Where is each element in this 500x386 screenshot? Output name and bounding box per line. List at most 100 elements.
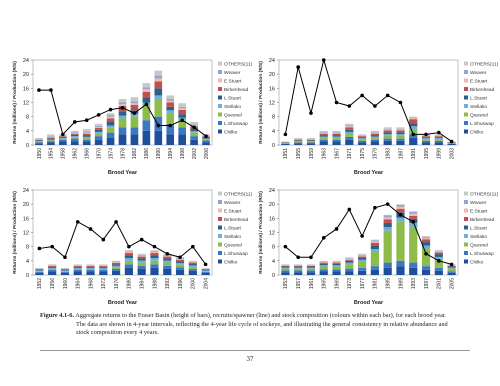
x-tick-label: 1960 <box>63 278 69 289</box>
y-tick-label: 8 <box>272 115 275 121</box>
rs-marker <box>84 118 89 123</box>
rs-marker <box>424 251 428 256</box>
rs-marker <box>180 118 184 123</box>
caption-text: Aggregate returns to the Fraser Basin (h… <box>74 312 447 319</box>
legend-label: Quesnel <box>470 113 488 119</box>
x-tick-label: 1966 <box>85 148 91 159</box>
bar-segment <box>370 240 379 242</box>
bar-segment <box>142 120 151 131</box>
legend-swatch <box>464 95 468 100</box>
y-tick-label: 12 <box>23 231 29 237</box>
bar-segment <box>434 252 443 255</box>
bar-segment <box>332 265 341 267</box>
rs-marker <box>309 111 313 115</box>
bar-segment <box>306 268 316 271</box>
bar-segment <box>383 217 392 220</box>
y-tick-label: 8 <box>272 245 275 251</box>
bar-segment <box>409 118 418 120</box>
caption-line: Figure 4.1-6. Aggregate returns to the F… <box>40 312 470 321</box>
rs-marker <box>108 107 113 112</box>
bar-segment <box>345 259 354 261</box>
rs-marker <box>61 132 65 137</box>
bar-segment <box>190 136 198 140</box>
bar-segment <box>434 254 443 257</box>
rs-marker <box>37 246 42 251</box>
legend-label: L.Stuart <box>224 96 241 102</box>
bar-segment <box>409 137 418 145</box>
x-tick-label: 1998 <box>180 148 186 159</box>
bar-segment <box>294 143 303 145</box>
bar-segment <box>166 110 175 114</box>
x-axis-title: Brood Year <box>354 170 384 176</box>
bar-segment <box>319 139 328 142</box>
bar-segment <box>130 134 139 145</box>
bar-segment <box>163 256 172 259</box>
bar-segment <box>319 135 328 137</box>
legend-swatch <box>218 191 222 196</box>
rs-marker <box>88 227 93 231</box>
bar-segment <box>178 120 186 128</box>
bar-segment <box>358 270 367 275</box>
bar-segment <box>59 138 67 140</box>
bar-segment <box>47 142 55 145</box>
legend-swatch <box>218 251 222 255</box>
bar-segment <box>166 106 175 111</box>
legend-swatch <box>464 251 468 255</box>
bar-segment <box>294 272 303 275</box>
bar-segment <box>175 262 185 265</box>
bar-segment <box>154 75 163 79</box>
bar-segment <box>370 242 379 246</box>
bar-segment <box>48 267 57 269</box>
bar-segment <box>154 130 163 145</box>
bar-segment <box>163 262 172 266</box>
bar-segment <box>319 141 328 145</box>
bar-segment <box>150 260 159 265</box>
bar-segment <box>434 142 443 145</box>
rs-marker <box>96 113 101 117</box>
bar-segment <box>137 265 146 269</box>
bar-segment <box>82 141 91 145</box>
bar-segment <box>188 261 197 263</box>
footer-rule <box>40 350 470 351</box>
bar-segment <box>358 137 367 139</box>
bar-segment <box>35 143 43 145</box>
bar-segment <box>421 140 431 143</box>
legend-label: L.Stuart <box>470 226 487 232</box>
bar-segment <box>178 134 186 145</box>
legend-swatch <box>218 104 222 108</box>
bar-segment <box>106 116 115 119</box>
rs-marker <box>424 132 428 137</box>
bar-segment <box>358 254 367 256</box>
bar-segment <box>73 265 82 266</box>
legend-swatch <box>218 259 222 264</box>
rs-marker <box>449 139 454 144</box>
bar-segment <box>370 266 379 270</box>
bar-segment <box>154 78 163 82</box>
bar-segment <box>70 132 79 133</box>
legend-swatch <box>218 78 222 83</box>
rs-marker <box>120 106 125 110</box>
x-tick-label: 1994 <box>168 148 174 159</box>
x-tick-label: 1968 <box>88 278 94 289</box>
legend-swatch <box>464 129 468 134</box>
legend-label: Weaver <box>224 200 241 206</box>
x-tick-label: 1989 <box>398 278 404 289</box>
legend-swatch <box>218 87 222 91</box>
bar-segment <box>142 83 151 88</box>
bar-segment <box>332 137 341 140</box>
y-tick-label: 20 <box>23 202 29 208</box>
bar-segment <box>188 270 197 275</box>
bar-segment <box>409 117 418 119</box>
caption-line: The data are shown in 4-year intervals, … <box>76 320 448 328</box>
rs-marker <box>321 58 326 62</box>
bar-segment <box>358 136 367 138</box>
rs-marker <box>203 262 208 267</box>
x-tick-label: 1962 <box>73 148 79 159</box>
bar-segment <box>190 129 198 132</box>
bar-segment <box>319 136 328 138</box>
bar-segment <box>409 213 418 216</box>
x-tick-label: 1992 <box>165 278 171 289</box>
y-tick-label: 12 <box>269 101 275 107</box>
bar-segment <box>281 264 290 266</box>
rs-marker <box>139 237 144 242</box>
